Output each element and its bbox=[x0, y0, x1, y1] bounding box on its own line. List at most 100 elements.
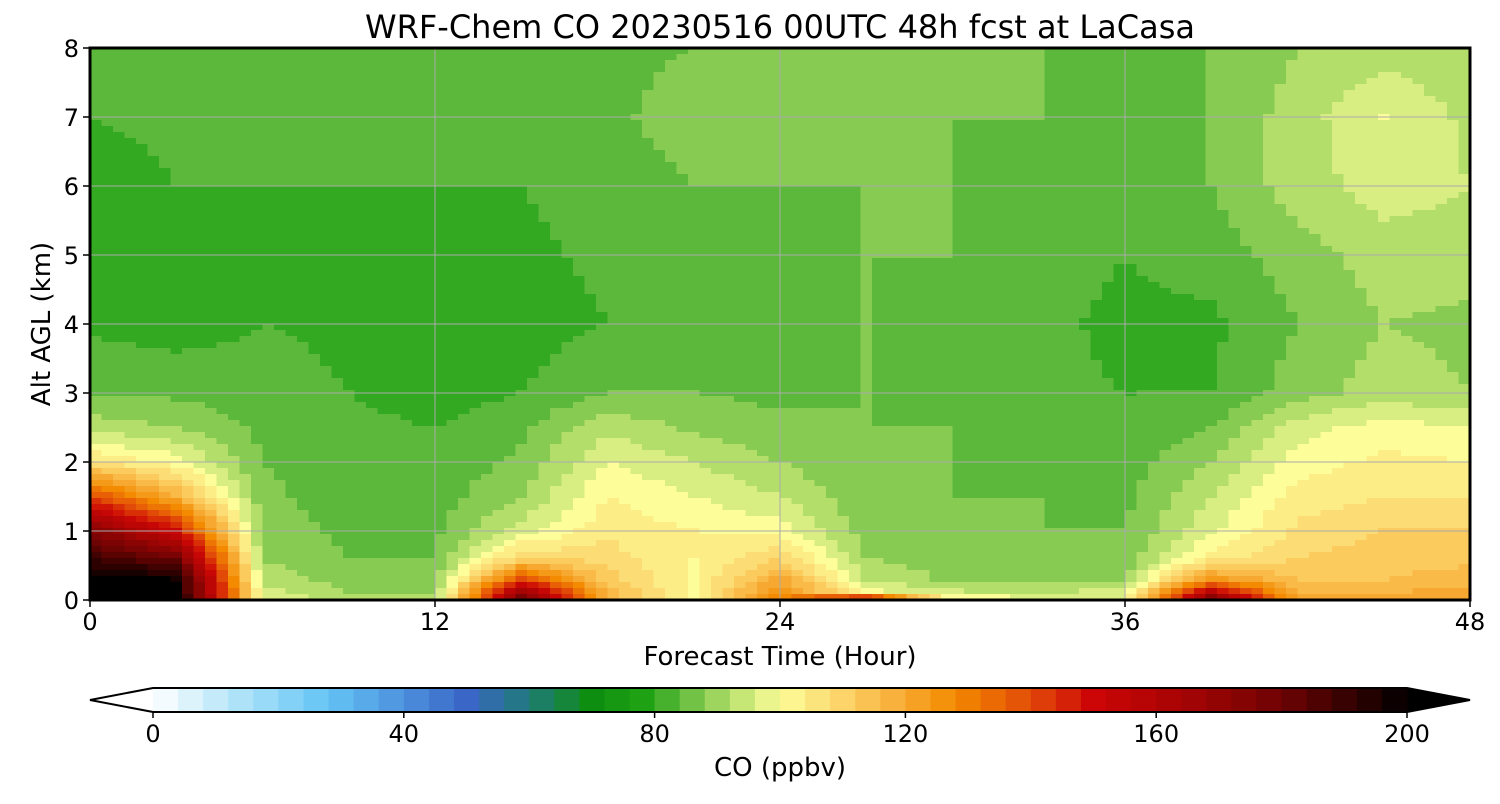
field-cell bbox=[1171, 126, 1184, 133]
field-cell bbox=[147, 84, 160, 91]
field-cell bbox=[458, 222, 471, 229]
field-cell bbox=[918, 48, 931, 55]
field-cell bbox=[343, 186, 356, 193]
field-cell bbox=[711, 138, 724, 145]
field-cell bbox=[1010, 84, 1023, 91]
field-cell bbox=[1125, 258, 1138, 265]
field-cell bbox=[1286, 222, 1299, 229]
field-cell bbox=[1355, 174, 1368, 181]
field-cell bbox=[423, 138, 436, 145]
field-cell bbox=[274, 288, 287, 295]
field-cell bbox=[722, 78, 735, 85]
field-cell bbox=[1458, 150, 1470, 157]
field-cell bbox=[1217, 228, 1230, 235]
field-cell bbox=[504, 192, 517, 199]
field-cell bbox=[1182, 168, 1195, 175]
field-cell bbox=[653, 270, 666, 277]
field-cell bbox=[1067, 126, 1080, 133]
field-cell bbox=[952, 60, 965, 67]
field-cell bbox=[929, 150, 942, 157]
field-cell bbox=[285, 138, 298, 145]
field-cell bbox=[354, 282, 367, 289]
field-cell bbox=[1194, 276, 1207, 283]
field-cell bbox=[987, 288, 1000, 295]
field-cell bbox=[1021, 156, 1034, 163]
field-cell bbox=[1435, 288, 1448, 295]
field-cell bbox=[964, 270, 977, 277]
field-cell bbox=[1090, 276, 1103, 283]
field-cell bbox=[711, 294, 724, 301]
field-cell bbox=[584, 138, 597, 145]
field-cell bbox=[711, 198, 724, 205]
field-cell bbox=[952, 222, 965, 229]
field-cell bbox=[1159, 96, 1172, 103]
field-cell bbox=[757, 84, 770, 91]
field-cell bbox=[699, 108, 712, 115]
field-cell bbox=[458, 120, 471, 127]
field-cell bbox=[619, 138, 632, 145]
field-cell bbox=[1309, 144, 1322, 151]
field-cell bbox=[182, 156, 195, 163]
field-cell bbox=[952, 294, 965, 301]
field-cell bbox=[722, 198, 735, 205]
field-cell bbox=[998, 192, 1011, 199]
field-cell bbox=[354, 216, 367, 223]
field-cell bbox=[1079, 84, 1092, 91]
field-cell bbox=[757, 180, 770, 187]
field-cell bbox=[642, 282, 655, 289]
field-cell bbox=[722, 54, 735, 61]
field-cell bbox=[596, 174, 609, 181]
field-cell bbox=[745, 282, 758, 289]
field-cell bbox=[561, 150, 574, 157]
field-cell bbox=[481, 174, 494, 181]
field-cell bbox=[573, 54, 586, 61]
field-cell bbox=[423, 78, 436, 85]
field-cell bbox=[722, 60, 735, 67]
field-cell bbox=[193, 174, 206, 181]
field-cell bbox=[527, 246, 540, 253]
field-cell bbox=[849, 240, 862, 247]
field-cell bbox=[1401, 138, 1414, 145]
field-cell bbox=[504, 204, 517, 211]
field-cell bbox=[481, 192, 494, 199]
field-cell bbox=[1309, 48, 1322, 55]
field-cell bbox=[837, 192, 850, 199]
field-cell bbox=[1217, 162, 1230, 169]
field-cell bbox=[1355, 264, 1368, 271]
field-cell bbox=[1079, 156, 1092, 163]
field-cell bbox=[1033, 234, 1046, 241]
field-cell bbox=[1309, 72, 1322, 79]
field-cell bbox=[1182, 150, 1195, 157]
field-cell bbox=[1044, 180, 1057, 187]
field-cell bbox=[1424, 198, 1437, 205]
field-cell bbox=[1274, 258, 1287, 265]
field-cell bbox=[1366, 288, 1379, 295]
field-cell bbox=[1286, 210, 1299, 217]
field-cell bbox=[1228, 264, 1241, 271]
field-cell bbox=[1010, 90, 1023, 97]
field-cell bbox=[1125, 192, 1138, 199]
field-cell bbox=[607, 234, 620, 241]
field-cell bbox=[481, 60, 494, 67]
field-cell bbox=[492, 174, 505, 181]
field-cell bbox=[400, 204, 413, 211]
field-cell bbox=[1102, 258, 1115, 265]
field-cell bbox=[665, 186, 678, 193]
field-cell bbox=[1021, 276, 1034, 283]
field-cell bbox=[906, 294, 919, 301]
field-cell bbox=[573, 216, 586, 223]
field-cell bbox=[975, 228, 988, 235]
field-cell bbox=[987, 180, 1000, 187]
field-cell bbox=[722, 264, 735, 271]
field-cell bbox=[354, 54, 367, 61]
field-cell bbox=[1090, 282, 1103, 289]
field-cell bbox=[826, 168, 839, 175]
field-cell bbox=[389, 228, 402, 235]
field-cell bbox=[1320, 258, 1333, 265]
field-cell bbox=[653, 120, 666, 127]
field-cell bbox=[906, 108, 919, 115]
field-cell bbox=[1240, 246, 1253, 253]
field-cell bbox=[688, 60, 701, 67]
field-cell bbox=[1355, 84, 1368, 91]
field-cell bbox=[308, 228, 321, 235]
